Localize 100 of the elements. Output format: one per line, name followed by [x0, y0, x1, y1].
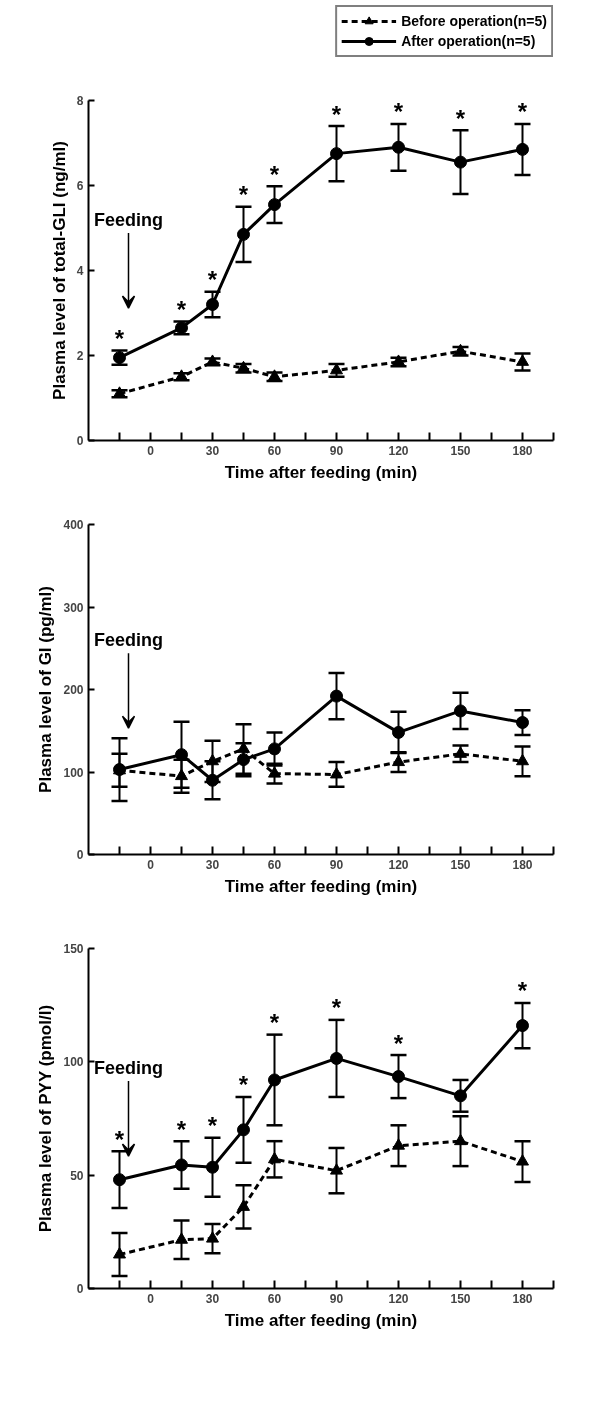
y-tick-label: 2: [76, 349, 84, 363]
point: [237, 227, 250, 241]
annotation: *: [238, 1071, 249, 1099]
x-tick-label: 90: [329, 1291, 344, 1306]
point: [392, 140, 405, 154]
point: [268, 1073, 281, 1087]
annotation: *: [269, 1009, 280, 1037]
y-tick-label: 100: [63, 1055, 84, 1070]
x-tick-label: 120: [388, 1291, 409, 1306]
point: [330, 1051, 343, 1065]
point: [454, 1089, 467, 1103]
x-axis-title: Time after feeding (min): [224, 462, 418, 482]
y-tick-label: 0: [76, 1282, 84, 1296]
x-tick-label: 0: [147, 1291, 155, 1306]
point: [175, 1232, 188, 1244]
point: [175, 1158, 188, 1172]
point: [516, 1154, 529, 1166]
annotation: Feeding: [94, 1057, 164, 1078]
point: [454, 704, 467, 718]
annotation: *: [207, 1112, 218, 1140]
point: [237, 1199, 250, 1211]
point: [268, 742, 281, 756]
annotation: *: [455, 104, 466, 132]
y-axis-title: Plasma level of GI (pg/ml): [36, 586, 56, 793]
x-tick-label: 30: [205, 443, 220, 458]
y-axis-title: Plasma level of total-GLI (ng/ml): [49, 141, 69, 400]
annotation: *: [393, 98, 404, 126]
x-tick-label: 120: [388, 857, 409, 872]
point: [206, 773, 219, 787]
annotation: *: [114, 1125, 125, 1153]
annotation: *: [269, 160, 280, 188]
point: [454, 155, 467, 169]
annotation: *: [176, 296, 187, 323]
x-tick-label: 180: [512, 857, 533, 872]
point: [330, 689, 343, 703]
point: [268, 198, 281, 212]
x-tick-label: 120: [388, 443, 409, 458]
point: [206, 298, 219, 311]
annotation: *: [207, 266, 218, 294]
point: [330, 1163, 343, 1175]
point: [237, 753, 250, 767]
legend-label: Before operation(n=5): [401, 13, 547, 29]
point: [113, 1247, 126, 1259]
annotation: *: [393, 1029, 404, 1057]
point: [113, 1173, 126, 1187]
y-tick-label: 150: [63, 942, 84, 956]
y-tick-label: 100: [63, 765, 84, 780]
x-tick-label: 60: [267, 857, 282, 872]
x-tick-label: 30: [205, 1291, 220, 1306]
x-tick-label: 150: [450, 443, 471, 458]
point: [454, 746, 467, 758]
y-tick-label: 300: [63, 600, 84, 615]
point: [392, 1138, 405, 1150]
point: [392, 725, 405, 739]
annotation: *: [517, 977, 528, 1005]
annotation: *: [517, 98, 528, 126]
y-tick-label: 6: [76, 179, 84, 193]
x-tick-label: 0: [147, 443, 155, 458]
x-tick-label: 180: [512, 443, 533, 458]
legend-label: After operation(n=5): [401, 33, 536, 49]
point: [516, 1019, 529, 1033]
x-tick-label: 60: [267, 443, 282, 458]
point: [516, 716, 529, 729]
point: [206, 1160, 219, 1174]
x-tick-label: 60: [267, 1291, 282, 1306]
point: [237, 1123, 250, 1137]
x-tick-label: 180: [512, 1291, 533, 1306]
point: [516, 753, 529, 766]
y-tick-label: 400: [63, 518, 84, 532]
point: [454, 1133, 467, 1146]
annotation: *: [331, 100, 342, 128]
annotation: *: [331, 994, 342, 1022]
x-tick-label: 90: [329, 443, 344, 458]
point: [268, 766, 281, 778]
y-tick-label: 200: [63, 683, 84, 697]
x-tick-label: 150: [450, 857, 471, 872]
point: [268, 1151, 281, 1164]
x-axis-title: Time after feeding (min): [224, 876, 418, 896]
point: [330, 147, 343, 161]
point: [330, 767, 343, 779]
y-tick-label: 0: [76, 434, 84, 448]
point: [206, 1231, 219, 1243]
annotation: *: [238, 181, 249, 209]
y-axis-title: Plasma level of PYY (pmol/l): [36, 1004, 56, 1233]
point: [516, 142, 529, 156]
annotation: *: [176, 1115, 187, 1143]
point: [392, 1070, 405, 1084]
y-tick-label: 8: [76, 94, 84, 108]
x-tick-label: 30: [205, 857, 220, 872]
annotation: Feeding: [94, 629, 164, 650]
point: [392, 754, 405, 767]
y-tick-label: 0: [76, 848, 84, 862]
annotation: Feeding: [94, 209, 164, 230]
annotation: *: [114, 324, 125, 352]
x-tick-label: 90: [329, 857, 344, 872]
point: [516, 354, 529, 366]
x-tick-label: 150: [450, 1291, 471, 1306]
y-tick-label: 50: [70, 1168, 84, 1183]
x-tick-label: 0: [147, 857, 155, 872]
y-tick-label: 4: [76, 264, 84, 278]
